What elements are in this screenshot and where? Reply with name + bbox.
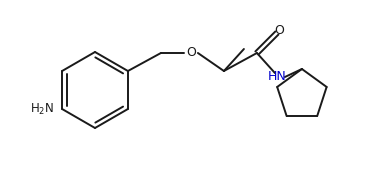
Text: O: O [186,46,196,60]
Text: HN: HN [268,70,286,84]
Text: H$_2$N: H$_2$N [30,101,54,117]
Text: O: O [274,25,284,38]
